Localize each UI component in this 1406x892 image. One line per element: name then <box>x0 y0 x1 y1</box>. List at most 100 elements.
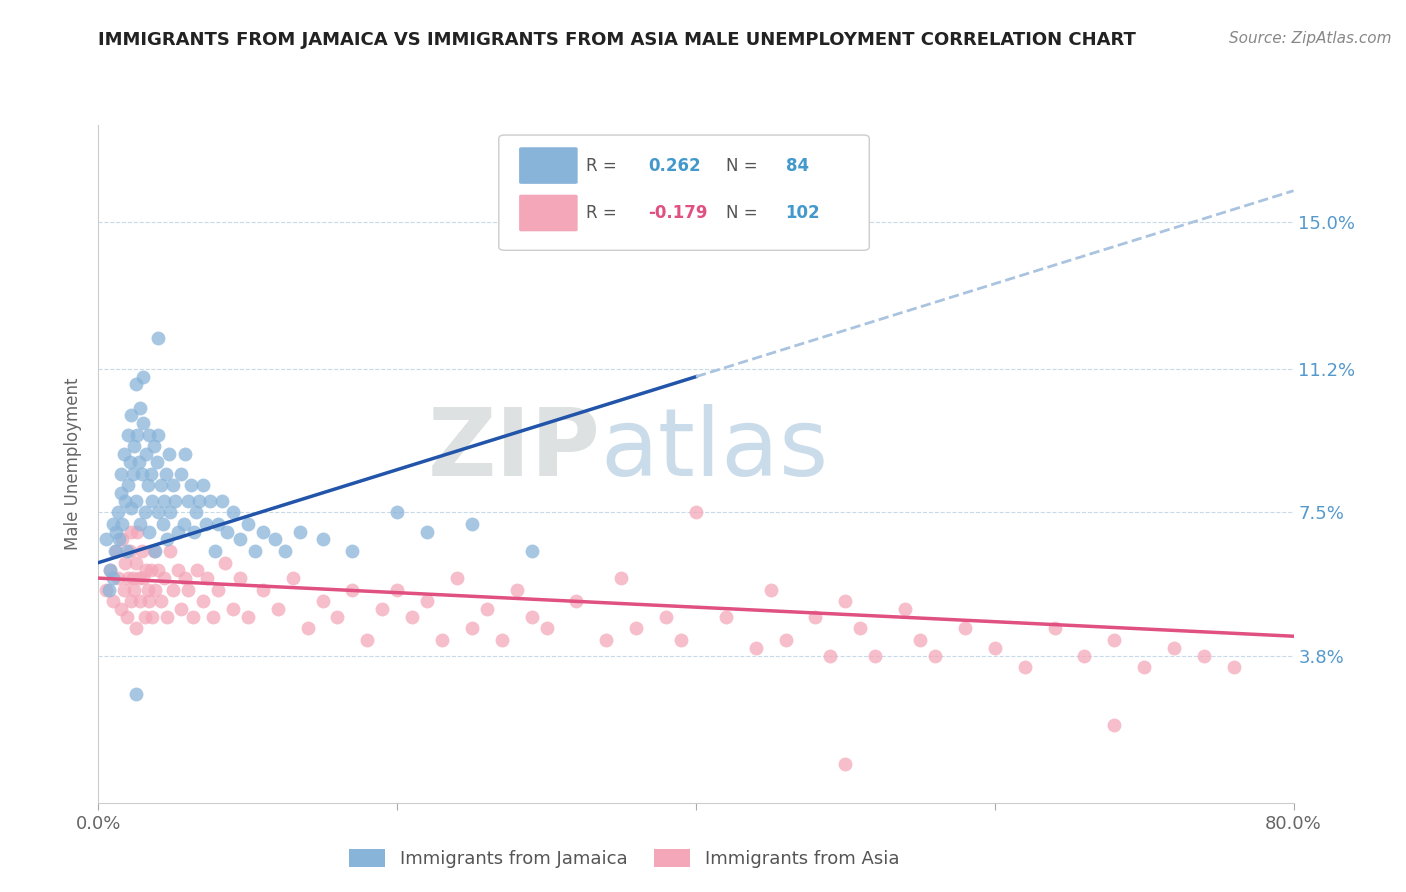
Point <box>148 427 170 442</box>
Point <box>100 563 122 577</box>
Point <box>759 582 782 597</box>
Point <box>595 633 617 648</box>
Point <box>669 633 692 648</box>
Point <box>103 571 125 585</box>
Point <box>134 610 156 624</box>
Point <box>142 439 165 453</box>
Point <box>288 524 311 539</box>
Point <box>121 467 143 481</box>
Point <box>820 648 842 663</box>
Point <box>169 467 191 481</box>
Point <box>177 493 200 508</box>
Point <box>211 493 233 508</box>
Point <box>148 505 170 519</box>
Point <box>186 563 208 577</box>
Point <box>148 331 170 345</box>
FancyBboxPatch shape <box>519 194 578 231</box>
Point <box>129 516 152 531</box>
Point <box>114 556 136 570</box>
Point <box>984 640 1007 655</box>
Text: 0.262: 0.262 <box>648 157 700 175</box>
Point <box>111 533 134 547</box>
Point <box>181 610 204 624</box>
Point <box>245 544 267 558</box>
Point <box>145 455 167 469</box>
Point <box>97 582 120 597</box>
Point <box>626 622 648 636</box>
Point <box>953 622 976 636</box>
Point <box>506 582 529 597</box>
Point <box>215 524 238 539</box>
Point <box>138 524 160 539</box>
Point <box>141 493 163 508</box>
Point <box>159 544 181 558</box>
Point <box>610 571 633 585</box>
Point <box>150 594 173 608</box>
Point <box>110 602 132 616</box>
Point <box>520 544 543 558</box>
Point <box>94 533 117 547</box>
Point <box>202 610 225 624</box>
Point <box>174 447 197 461</box>
Point <box>129 594 152 608</box>
Point <box>430 633 453 648</box>
Point <box>124 439 146 453</box>
Point <box>1163 640 1185 655</box>
Point <box>520 610 543 624</box>
Point <box>200 493 222 508</box>
Point <box>183 524 205 539</box>
Point <box>135 447 157 461</box>
FancyBboxPatch shape <box>519 147 578 184</box>
Point <box>263 533 285 547</box>
Point <box>184 505 207 519</box>
Point <box>924 648 946 663</box>
Text: -0.179: -0.179 <box>648 204 707 222</box>
Point <box>127 524 149 539</box>
Point <box>229 533 252 547</box>
Text: 84: 84 <box>786 157 808 175</box>
Point <box>655 610 678 624</box>
Point <box>100 563 122 577</box>
Point <box>120 409 142 423</box>
Point <box>197 571 219 585</box>
Point <box>128 455 150 469</box>
Point <box>326 610 349 624</box>
Point <box>131 467 153 481</box>
Point <box>120 524 142 539</box>
Point <box>121 571 143 585</box>
Point <box>804 610 827 624</box>
Point <box>416 594 439 608</box>
Point <box>536 622 558 636</box>
Point <box>94 582 117 597</box>
Point <box>229 571 252 585</box>
Point <box>865 648 887 663</box>
Point <box>775 633 797 648</box>
Point <box>1104 633 1126 648</box>
Point <box>105 544 128 558</box>
Point <box>446 571 468 585</box>
Point <box>117 427 139 442</box>
Point <box>103 516 125 531</box>
Point <box>177 582 200 597</box>
Point <box>401 610 423 624</box>
Point <box>274 544 297 558</box>
Point <box>115 610 138 624</box>
Point <box>252 582 274 597</box>
Point <box>152 516 174 531</box>
Point <box>117 478 139 492</box>
Point <box>207 582 229 597</box>
Point <box>132 416 155 430</box>
Point <box>174 571 197 585</box>
Point <box>163 493 186 508</box>
Point <box>138 427 160 442</box>
Point <box>104 544 127 558</box>
Point <box>894 602 917 616</box>
Point <box>157 447 180 461</box>
Point <box>125 556 148 570</box>
FancyBboxPatch shape <box>499 135 869 251</box>
Text: R =: R = <box>586 204 621 222</box>
Legend: Immigrants from Jamaica, Immigrants from Asia: Immigrants from Jamaica, Immigrants from… <box>342 841 907 875</box>
Point <box>195 516 218 531</box>
Point <box>236 610 259 624</box>
Point <box>156 533 179 547</box>
